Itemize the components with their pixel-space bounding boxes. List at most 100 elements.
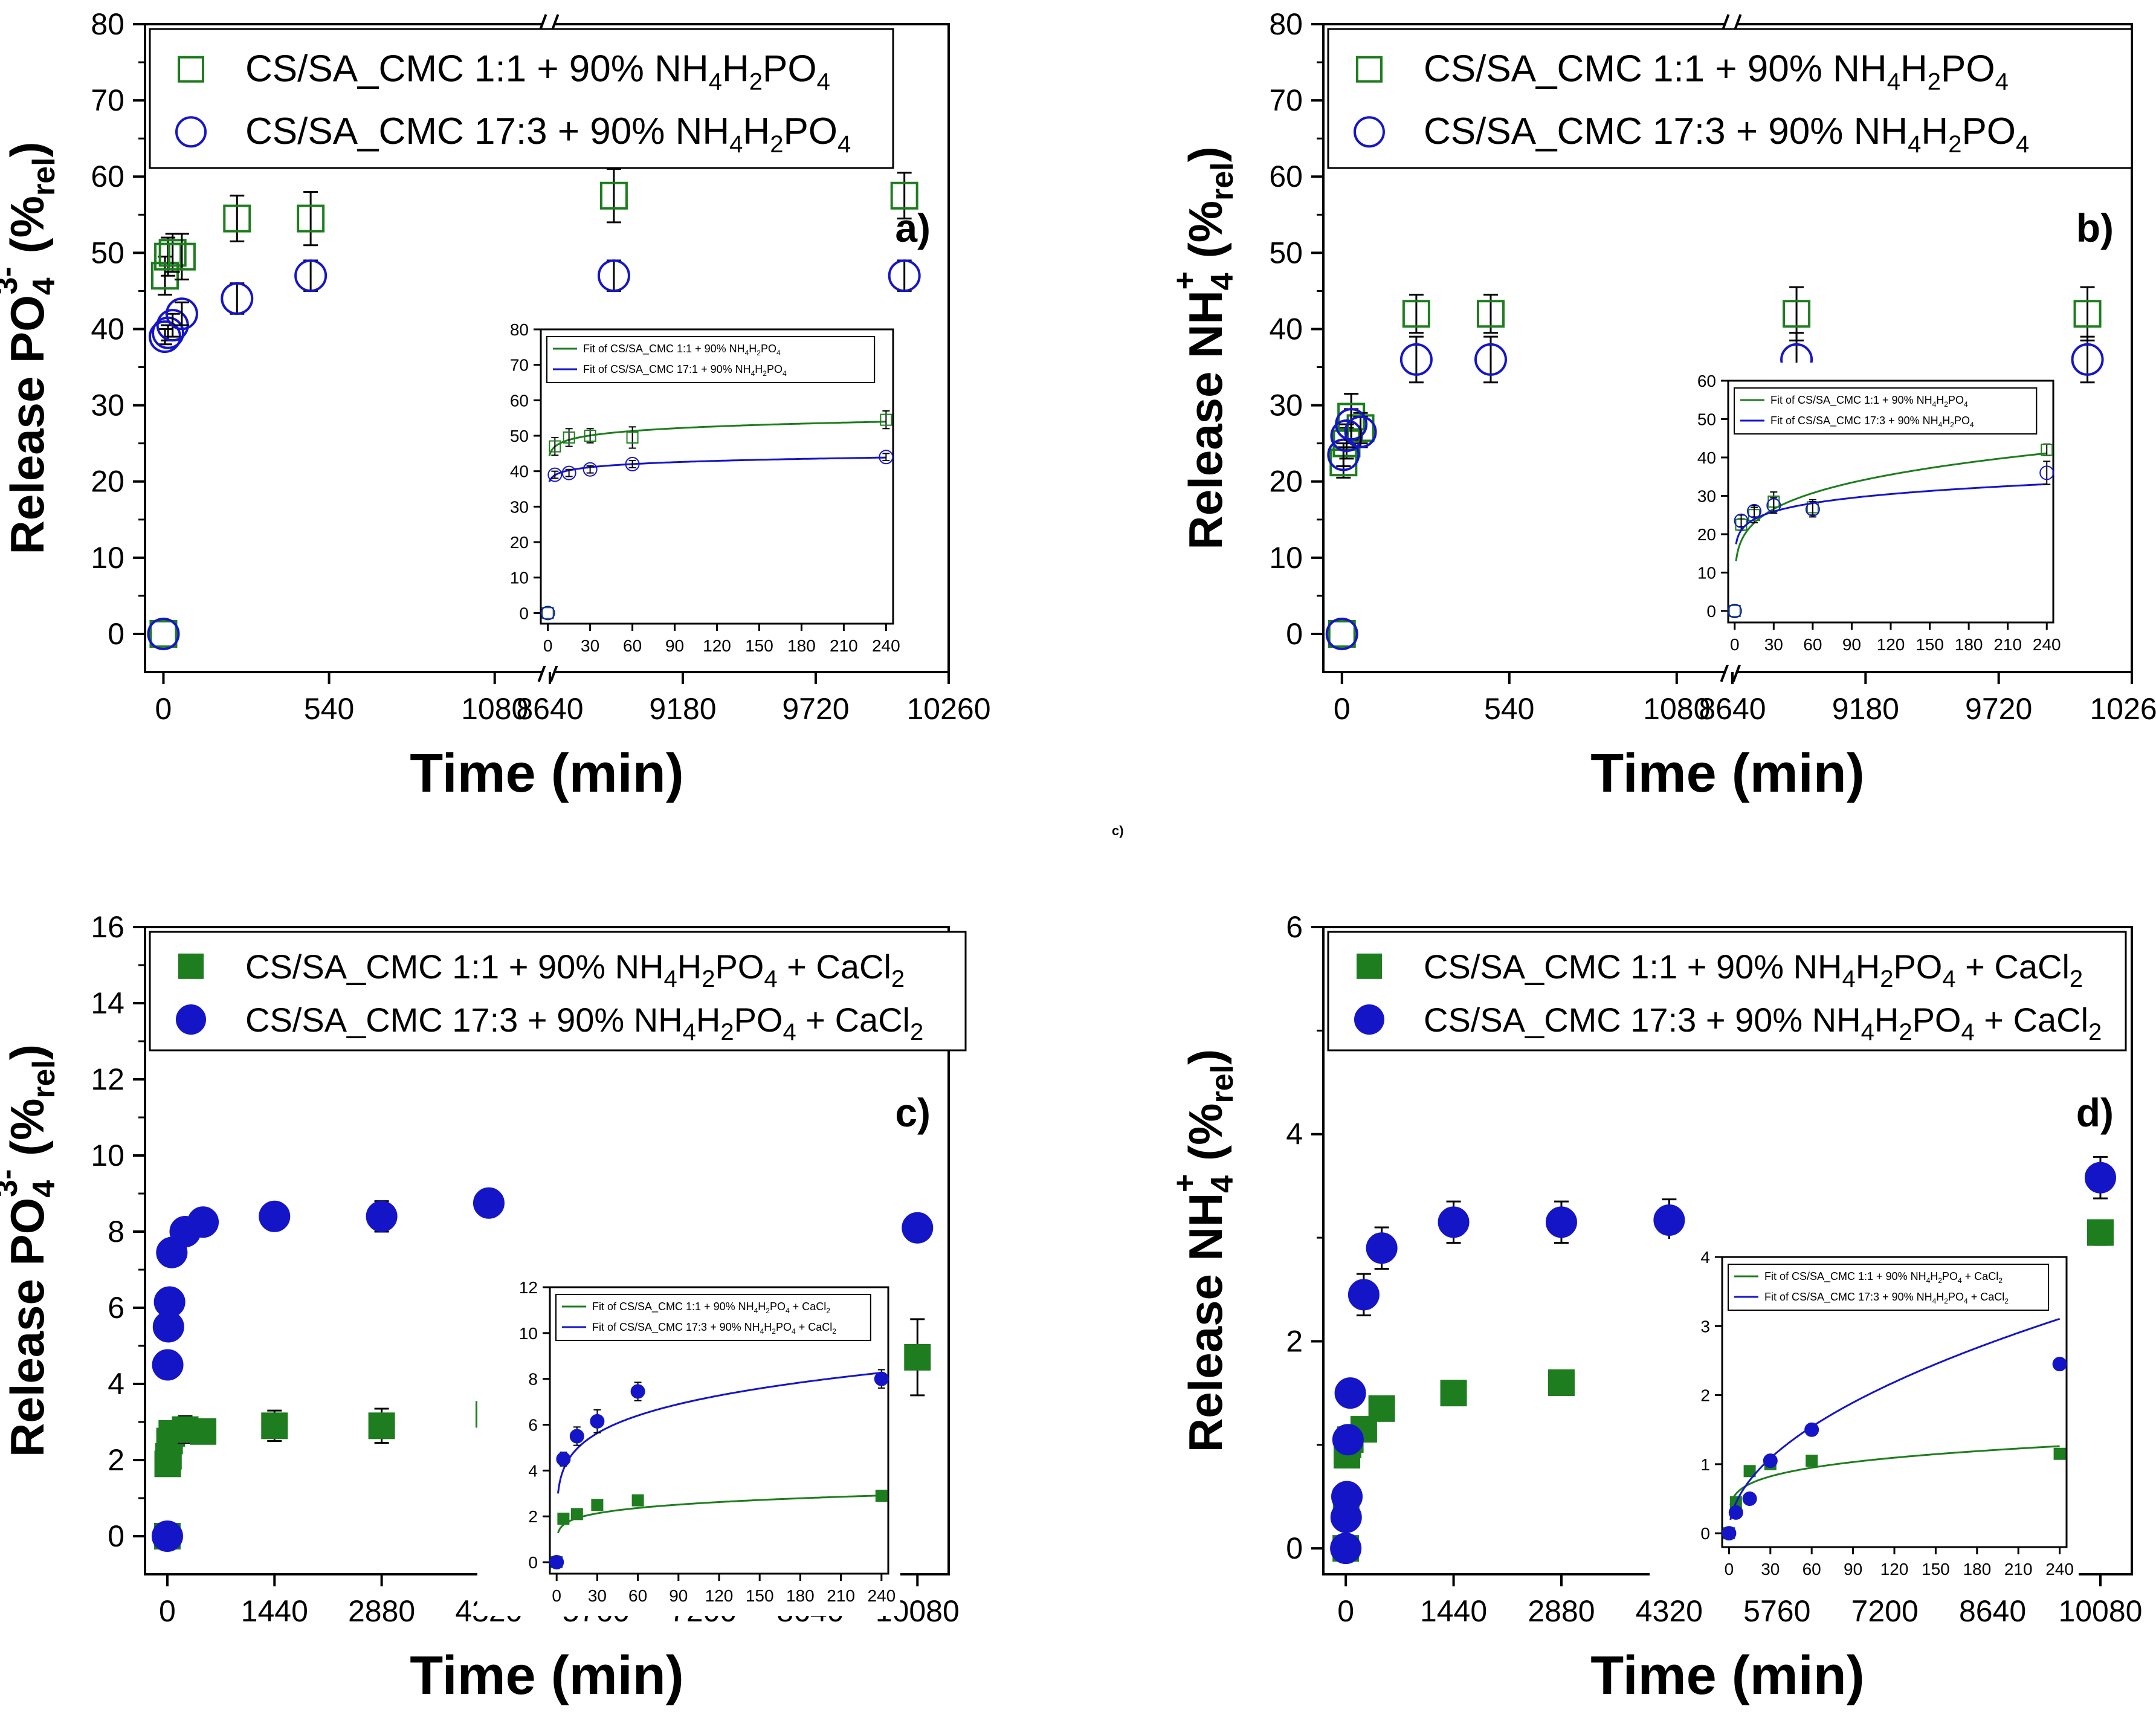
inset-x-tick-label: 150 xyxy=(1916,635,1944,654)
inset-x-tick-label: 0 xyxy=(543,636,553,655)
inset-x-tick-label: 120 xyxy=(1880,1560,1909,1579)
y-tick-label: 40 xyxy=(91,312,124,346)
y-tick-label: 20 xyxy=(91,465,124,499)
panel-letter: d) xyxy=(2076,1090,2114,1135)
data-point-circle xyxy=(259,1200,291,1232)
inset-y-tick-label: 20 xyxy=(510,533,529,552)
y-tick-label: 10 xyxy=(91,1139,124,1172)
inset-x-tick-label: 30 xyxy=(1761,1560,1780,1579)
inset-y-tick-label: 40 xyxy=(1697,448,1716,467)
data-point-square xyxy=(190,1418,217,1445)
legend-marker-square xyxy=(1357,953,1382,979)
x-axis-label: Time (min) xyxy=(410,1646,683,1706)
data-point-circle xyxy=(1366,1232,1398,1264)
x-axis-label: Time (min) xyxy=(1590,743,1864,804)
inset-point-circle xyxy=(1734,513,1749,528)
legend-marker-square xyxy=(1356,56,1383,83)
inset-point-circle xyxy=(879,450,894,465)
inset-point-square xyxy=(1728,604,1741,617)
inset-x-tick-label: 60 xyxy=(1803,1560,1821,1579)
axis-break-mark xyxy=(1732,662,1742,682)
data-point-square xyxy=(1328,619,1356,648)
data-point-square xyxy=(904,1343,931,1371)
inset-legend-label: Fit of CS/SA_CMC 1:1 + 90% NH4H2PO4 + Ca… xyxy=(592,1301,830,1315)
inset-fit-curve xyxy=(557,1494,882,1534)
y-axis-label: Release PO43- (%rel) xyxy=(0,141,62,554)
inset-point-circle xyxy=(1805,502,1820,517)
inset-legend-box xyxy=(1734,387,2038,435)
y-tick-label: 10 xyxy=(1269,541,1303,575)
data-point-circle xyxy=(1330,1533,1362,1565)
inset-legend: Fit of CS/SA_CMC 1:1 + 90% NH4H2PO4 Fit o… xyxy=(1734,387,2038,435)
legend-label: CS/SA_CMC 17:3 + 90% NH4H2PO4 + CaCl2 xyxy=(1424,1001,2102,1045)
inset-point-circle xyxy=(1763,1453,1778,1469)
y-tick-label: 2 xyxy=(108,1443,124,1477)
x-tick-label: 9720 xyxy=(782,692,849,726)
inset-legend-label: Fit of CS/SA_CMC 17:1 + 90% NH4H2PO4 xyxy=(583,363,787,378)
inset-y-tick-label: 10 xyxy=(519,1324,538,1343)
y-tick-label: 4 xyxy=(1286,1117,1303,1151)
inset-point-square xyxy=(584,430,596,442)
inset-y-tick-label: 40 xyxy=(510,462,529,481)
inset-x-tick-label: 210 xyxy=(1993,635,2022,654)
inset-y-tick-label: 10 xyxy=(1697,563,1716,582)
inset-y-tick-label: 20 xyxy=(1697,525,1716,544)
data-point-square xyxy=(1548,1369,1575,1396)
inset-point-circle xyxy=(1804,1422,1819,1437)
inset-point-square xyxy=(1743,1465,1756,1478)
y-tick-label: 16 xyxy=(91,910,124,944)
data-point-circle xyxy=(1348,1279,1380,1311)
inset-plot: 0 10 20 30 40 50 60 70 80 0 30 60 90 120 150 180 210 240 F… xyxy=(468,311,905,666)
inset-x-tick-label: 150 xyxy=(745,636,773,655)
inset-point-circle xyxy=(2039,465,2054,480)
inset-legend: Fit of CS/SA_CMC 1:1 + 90% NH4H2PO4 Fit o… xyxy=(546,336,876,383)
inset-point-square xyxy=(880,413,892,426)
inset-point-circle xyxy=(569,1429,584,1444)
x-tick-label: 9180 xyxy=(1832,692,1899,726)
data-point-square xyxy=(599,181,628,210)
data-point-square xyxy=(1368,1395,1395,1422)
x-tick-label: 1080 xyxy=(461,692,528,726)
inset-point-square xyxy=(1806,1455,1818,1467)
inset-point-square xyxy=(875,1490,888,1502)
panel-letter: b) xyxy=(2076,205,2114,250)
data-point-square xyxy=(150,262,179,290)
y-tick-label: 20 xyxy=(1269,465,1303,499)
inset-fit-curve xyxy=(1735,483,2047,544)
y-axis-label: Release PO43- (%rel) xyxy=(0,1044,62,1457)
x-tick-label: 7200 xyxy=(1851,1594,1919,1628)
legend: CS/SA_CMC 1:1 + 90% NH4H2PO4 CS/SA_CMC 17… xyxy=(1327,28,2133,169)
data-point-circle xyxy=(597,259,630,292)
legend: CS/SA_CMC 1:1 + 90% NH4H2PO4 + CaCl2 CS/S… xyxy=(1327,931,2127,1052)
legend-label: CS/SA_CMC 17:3 + 90% NH4H2PO4 xyxy=(245,111,851,158)
x-axis-label: Time (min) xyxy=(1590,1646,1864,1706)
legend-marker-circle xyxy=(176,1004,206,1035)
inset-x-tick-label: 90 xyxy=(1842,635,1861,654)
inset-y-tick-label: 60 xyxy=(510,391,529,410)
x-tick-label: 10260 xyxy=(906,692,990,726)
y-tick-label: 4 xyxy=(108,1367,124,1401)
panel-letter: c) xyxy=(895,1090,931,1135)
y-tick-label: 6 xyxy=(108,1291,124,1325)
inset-x-tick-label: 90 xyxy=(665,636,684,655)
inset-x-tick-label: 30 xyxy=(588,1586,607,1605)
data-point-circle xyxy=(1474,343,1508,376)
data-point-circle xyxy=(473,1187,505,1219)
x-tick-label: 9720 xyxy=(1965,692,2032,726)
inset-x-tick-label: 240 xyxy=(872,636,900,655)
inset-legend-label: Fit of CS/SA_CMC 1:1 + 90% NH4H2PO4 xyxy=(583,343,781,357)
inset-point-circle xyxy=(549,1555,564,1570)
inset-fit-curve xyxy=(548,456,886,482)
inset-point-circle xyxy=(561,465,576,480)
y-tick-label: 60 xyxy=(91,160,124,193)
inset-fit-curve xyxy=(548,421,886,456)
y-tick-label: 70 xyxy=(1269,83,1303,117)
inset-y-tick-label: 8 xyxy=(528,1370,538,1389)
x-tick-label: 1440 xyxy=(1420,1594,1487,1628)
data-point-square xyxy=(1402,300,1430,328)
legend-label: CS/SA_CMC 17:3 + 90% NH4H2PO4 xyxy=(1424,111,2029,158)
x-tick-label: 2880 xyxy=(1528,1594,1595,1628)
axis-break-gap xyxy=(1725,664,1737,680)
